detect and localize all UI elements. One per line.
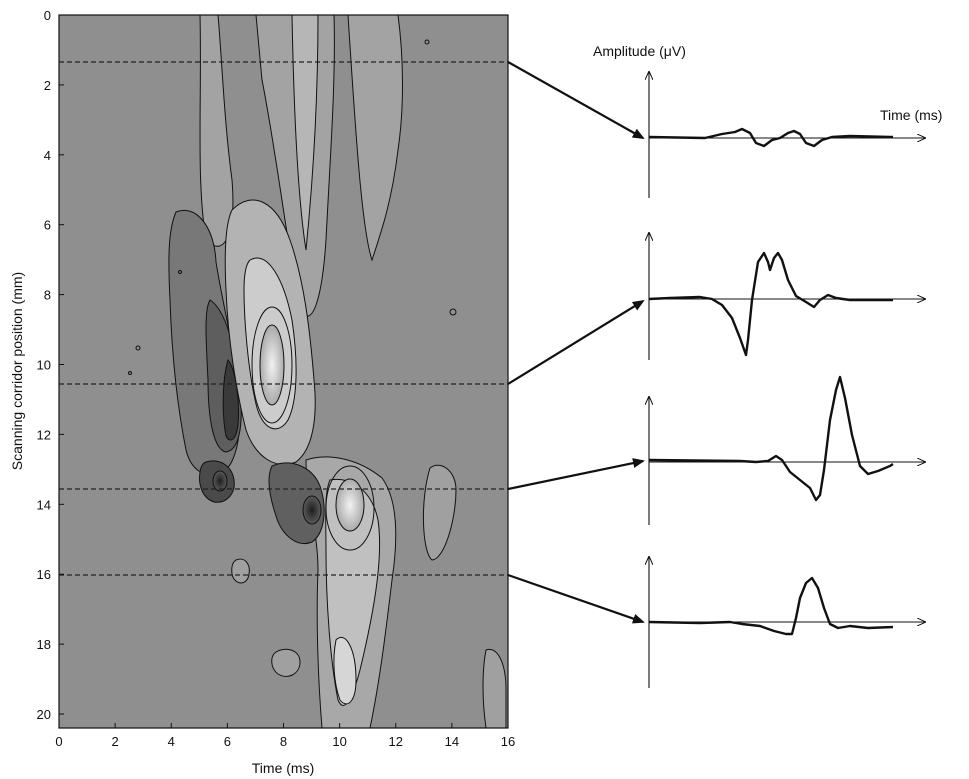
upper-band-right [347, 15, 403, 262]
y-axis-label: Scanning corridor position (mm) [9, 272, 25, 470]
x-tick-label: 8 [280, 734, 287, 749]
x-axis-ticks: 0 2 4 6 8 10 12 14 16 [55, 723, 515, 749]
x-tick-label: 2 [112, 734, 119, 749]
contour-speck [135, 345, 141, 351]
positive-hotspot-upper-ring [251, 306, 293, 424]
connector-arrow-2 [507, 299, 645, 385]
waveform-1-trace [648, 127, 894, 148]
upper-band-left [199, 15, 234, 247]
negative-hotspot-lower [302, 495, 322, 525]
contour-speck [424, 39, 430, 45]
connector-arrows [507, 61, 645, 624]
x-tick-label: 4 [168, 734, 175, 749]
y-tick-label: 2 [44, 78, 51, 93]
contour-speck [128, 371, 132, 375]
connector-arrow-4 [507, 573, 645, 624]
x-axis-label: Time (ms) [252, 760, 314, 776]
contour-blob [231, 558, 250, 584]
positive-hotspot-lower [335, 478, 365, 532]
positive-hotspot-lower-ring [325, 465, 375, 551]
y-tick-label: 10 [37, 358, 51, 373]
waveform-4-trace [648, 576, 894, 636]
y-axis-ticks: 0 2 4 6 8 10 12 14 16 18 20 [37, 8, 64, 722]
negative-hotspot-far-left [212, 470, 228, 492]
y-tick-label: 16 [37, 567, 51, 582]
positive-lower-tail [333, 637, 357, 705]
y-tick-label: 20 [37, 707, 51, 722]
x-tick-label: 0 [55, 734, 62, 749]
y-tick-label: 12 [37, 427, 51, 442]
waveform-3-trace [648, 375, 894, 502]
y-tick-label: 14 [37, 497, 51, 512]
y-tick-label: 18 [37, 637, 51, 652]
waveform-2-trace [648, 251, 893, 357]
reference-lines [59, 61, 508, 576]
x-tick-label: 16 [501, 734, 515, 749]
positive-hotspot-upper [259, 324, 285, 406]
connector-arrow-1 [507, 61, 645, 139]
waveform-panels: Amplitude (μV) Time (ms) [593, 43, 942, 688]
x-tick-label: 14 [445, 734, 459, 749]
y-tick-label: 6 [44, 218, 51, 233]
contour-map [59, 15, 508, 728]
x-tick-label: 10 [332, 734, 346, 749]
time-label: Time (ms) [880, 107, 942, 123]
x-tick-label: 6 [224, 734, 231, 749]
y-tick-label: 0 [44, 8, 51, 23]
contour-speck [449, 308, 457, 316]
contour-blob [271, 648, 301, 677]
contour-speck [178, 270, 182, 274]
y-tick-label: 4 [44, 148, 51, 163]
upper-band-inner [291, 15, 319, 251]
connector-arrow-3 [507, 458, 645, 491]
x-tick-label: 12 [389, 734, 403, 749]
y-tick-label: 8 [44, 288, 51, 303]
contour-blob [482, 648, 507, 728]
amplitude-label: Amplitude (μV) [593, 43, 686, 59]
